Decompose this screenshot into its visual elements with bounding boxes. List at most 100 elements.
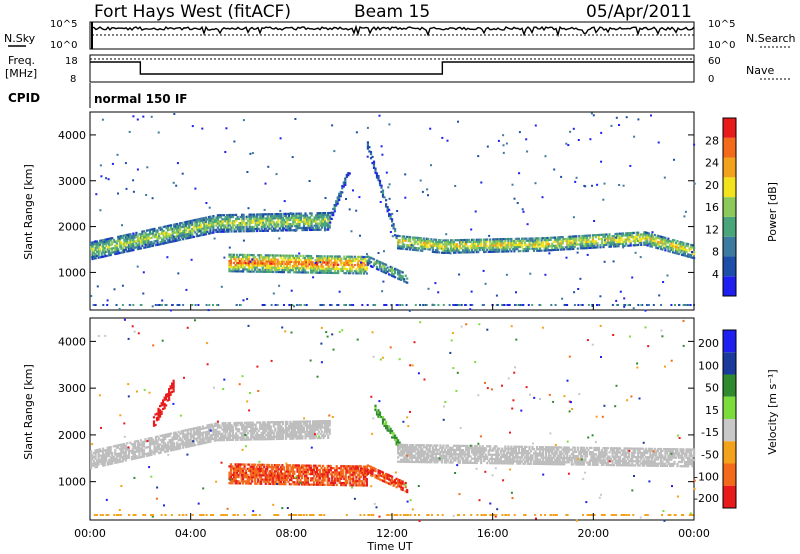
data-cell xyxy=(632,238,635,241)
data-cell xyxy=(222,224,226,227)
data-cell xyxy=(224,224,227,227)
data-cell xyxy=(269,254,272,257)
noise-cell xyxy=(246,298,249,300)
data-cell xyxy=(117,248,120,251)
data-cell xyxy=(171,228,174,231)
data-cell xyxy=(472,244,475,248)
data-cell xyxy=(283,221,286,224)
data-cell xyxy=(361,262,364,265)
data-cell xyxy=(114,451,117,454)
data-cell xyxy=(117,235,120,238)
data-cell xyxy=(147,235,150,238)
data-cell xyxy=(258,260,261,263)
data-cell xyxy=(246,268,249,271)
data-cell xyxy=(238,230,241,233)
data-cell xyxy=(227,226,230,229)
data-cell xyxy=(237,262,240,265)
data-cell xyxy=(204,216,207,219)
data-cell xyxy=(252,270,255,273)
data-cell xyxy=(271,225,274,228)
data-cell xyxy=(133,457,136,460)
noise-cell xyxy=(457,120,459,123)
data-cell xyxy=(314,466,317,469)
data-cell xyxy=(222,424,226,427)
data-cell xyxy=(198,436,201,439)
data-cell xyxy=(135,235,138,239)
data-cell xyxy=(545,239,548,242)
data-cell xyxy=(608,233,611,236)
near-range-cell xyxy=(372,304,375,306)
data-cell xyxy=(302,220,306,223)
data-cell xyxy=(383,263,386,266)
noise-cell xyxy=(173,113,176,115)
data-cell xyxy=(201,221,204,224)
data-cell xyxy=(258,256,261,259)
data-cell xyxy=(233,222,236,225)
noise-cell xyxy=(355,131,358,134)
data-cell xyxy=(626,234,629,237)
data-cell xyxy=(279,468,282,471)
data-cell xyxy=(260,480,263,483)
data-cell xyxy=(492,250,495,253)
data-cell xyxy=(221,434,224,437)
data-cell xyxy=(286,216,289,220)
data-cell xyxy=(325,263,328,266)
noise-cell xyxy=(136,168,139,171)
data-cell xyxy=(292,218,295,221)
data-cell xyxy=(307,216,310,219)
data-cell xyxy=(132,453,135,456)
data-cell xyxy=(154,244,158,247)
data-cell xyxy=(437,241,440,244)
data-cell xyxy=(267,270,270,273)
data-cell xyxy=(352,266,355,269)
data-cell xyxy=(264,262,267,265)
data-cell xyxy=(374,261,377,264)
data-cell xyxy=(609,237,613,240)
data-cell xyxy=(498,240,501,243)
data-cell xyxy=(257,213,260,216)
data-cell xyxy=(244,221,247,225)
data-cell xyxy=(183,433,186,436)
data-cell xyxy=(511,242,514,245)
data-cell xyxy=(305,259,308,262)
data-cell xyxy=(652,237,655,240)
data-cell xyxy=(111,237,114,240)
data-cell xyxy=(225,436,229,439)
data-cell xyxy=(466,251,469,254)
data-cell xyxy=(242,482,245,485)
data-cell xyxy=(278,266,281,269)
data-cell xyxy=(105,455,108,458)
data-cell xyxy=(179,222,182,225)
data-cell xyxy=(224,422,227,425)
data-cell xyxy=(280,429,283,432)
data-cell xyxy=(248,230,251,233)
data-cell xyxy=(284,437,287,440)
data-cell xyxy=(258,264,261,267)
data-cell xyxy=(228,216,232,219)
data-cell xyxy=(293,470,296,473)
data-cell xyxy=(242,428,245,431)
data-cell xyxy=(229,482,233,485)
data-cell xyxy=(381,262,385,265)
data-cell xyxy=(275,435,278,438)
data-cell xyxy=(243,476,246,479)
data-cell xyxy=(240,264,243,267)
data-cell xyxy=(296,466,299,469)
near-range-cell xyxy=(587,304,590,306)
data-cell xyxy=(366,255,369,258)
data-cell xyxy=(526,249,530,253)
near-range-cell xyxy=(405,304,408,306)
data-cell xyxy=(409,246,412,249)
data-cell xyxy=(287,269,290,272)
data-cell xyxy=(273,254,276,257)
data-cell xyxy=(371,265,374,268)
data-cell xyxy=(311,261,314,264)
data-cell xyxy=(619,236,622,239)
data-cell xyxy=(685,248,688,251)
data-cell xyxy=(297,256,301,259)
data-cell xyxy=(278,464,281,467)
data-cell xyxy=(150,242,153,246)
data-cell xyxy=(478,248,481,252)
data-cell xyxy=(425,241,428,245)
data-cell xyxy=(206,439,209,442)
